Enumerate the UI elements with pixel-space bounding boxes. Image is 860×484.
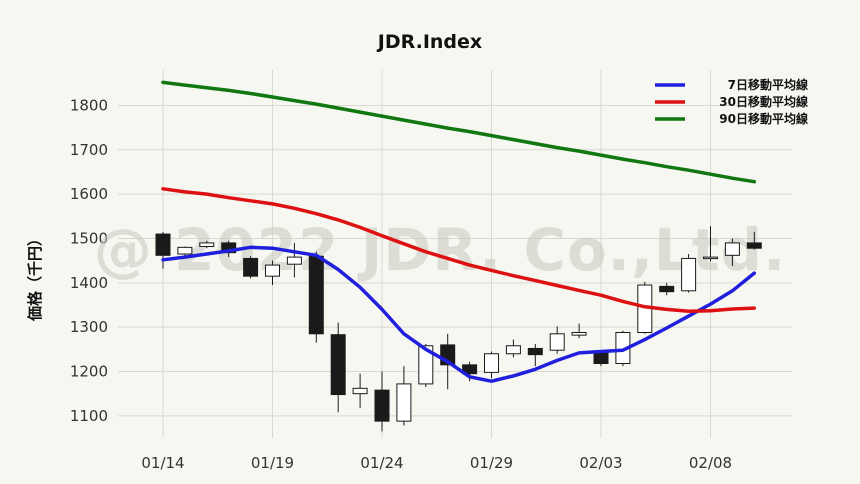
candle: [308, 251, 324, 343]
y-tick-label: 1300: [70, 318, 108, 336]
candle-body: [418, 345, 434, 385]
candle: [484, 351, 499, 379]
candle-body: [462, 364, 478, 375]
candle-body: [659, 285, 675, 293]
x-tick-label: 01/14: [141, 454, 184, 472]
candle: [286, 242, 302, 278]
candle-body: [484, 353, 499, 373]
legend-label: 90日移動平均線: [719, 111, 808, 126]
candle: [330, 322, 346, 413]
candle-body: [330, 334, 346, 396]
candle: [265, 260, 280, 286]
candle-body: [286, 256, 302, 265]
y-tick-label: 1400: [70, 274, 108, 292]
y-tick-label: 1100: [70, 407, 108, 425]
ma30-line: [161, 187, 757, 313]
candle-body: [549, 333, 565, 351]
candle-body: [199, 242, 215, 247]
y-axis-label: 価格（千円）: [26, 231, 44, 322]
candle: [505, 339, 521, 358]
candle-body: [155, 233, 171, 256]
candle: [352, 373, 368, 408]
legend-item: 30日移動平均線: [655, 94, 808, 109]
candles: [155, 226, 762, 432]
watermark: @ 2022 JDR. Co.,Ltd.: [94, 216, 786, 284]
legend-label: 7日移動平均線: [728, 77, 808, 92]
candle-body: [374, 389, 390, 422]
x-tick-label: 01/19: [251, 454, 294, 472]
candle: [374, 371, 390, 432]
y-axis: 1100 1200 1300 1400 1500 1600 1700 1800: [70, 96, 108, 424]
candle-body: [527, 347, 543, 356]
candle-body: [724, 242, 740, 256]
candle-body: [265, 264, 280, 277]
legend-label: 30日移動平均線: [719, 94, 808, 109]
candle-body: [396, 383, 412, 422]
y-tick-label: 1700: [70, 141, 108, 159]
candle: [571, 323, 587, 339]
candle-body: [243, 257, 259, 277]
candle: [659, 282, 675, 296]
candle-body: [308, 255, 324, 335]
y-tick-label: 1800: [70, 96, 108, 114]
y-tick-label: 1600: [70, 185, 108, 203]
moving-average-lines: [161, 80, 757, 383]
x-tick-label: 02/03: [579, 454, 622, 472]
candle: [155, 231, 171, 269]
candle: [703, 226, 718, 262]
candle-body: [681, 257, 697, 292]
candle: [746, 231, 762, 250]
candle-body: [505, 345, 521, 355]
candle: [243, 256, 259, 279]
candle: [549, 326, 565, 354]
candle: [724, 238, 740, 266]
candle-body: [571, 331, 587, 336]
candle-body: [593, 352, 609, 365]
candle-body: [352, 387, 368, 395]
x-tick-label: 02/08: [689, 454, 732, 472]
candle-body: [746, 242, 762, 249]
candle: [681, 254, 697, 293]
chart-title: JDR.Index: [376, 31, 482, 53]
legend: 7日移動平均線 30日移動平均線 90日移動平均線: [655, 77, 808, 126]
candle: [221, 240, 237, 258]
candle-body: [177, 246, 193, 255]
y-tick-label: 1200: [70, 362, 108, 380]
ma7-line: [161, 245, 757, 383]
candle: [593, 351, 609, 367]
candle-body: [703, 256, 718, 260]
legend-item: 90日移動平均線: [655, 111, 808, 126]
y-tick-label: 1500: [70, 229, 108, 247]
candle: [199, 240, 215, 249]
x-tick-label: 01/24: [360, 454, 403, 472]
candle-body: [221, 242, 237, 254]
x-tick-label: 01/29: [470, 454, 513, 472]
candle: [396, 366, 412, 426]
candle: [177, 246, 193, 258]
x-axis: 01/14 01/19 01/24 01/29 02/03 02/08: [141, 454, 732, 472]
candle: [418, 344, 434, 388]
candle: [527, 344, 543, 367]
legend-item: 7日移動平均線: [655, 77, 808, 92]
ma90-line: [161, 80, 757, 184]
